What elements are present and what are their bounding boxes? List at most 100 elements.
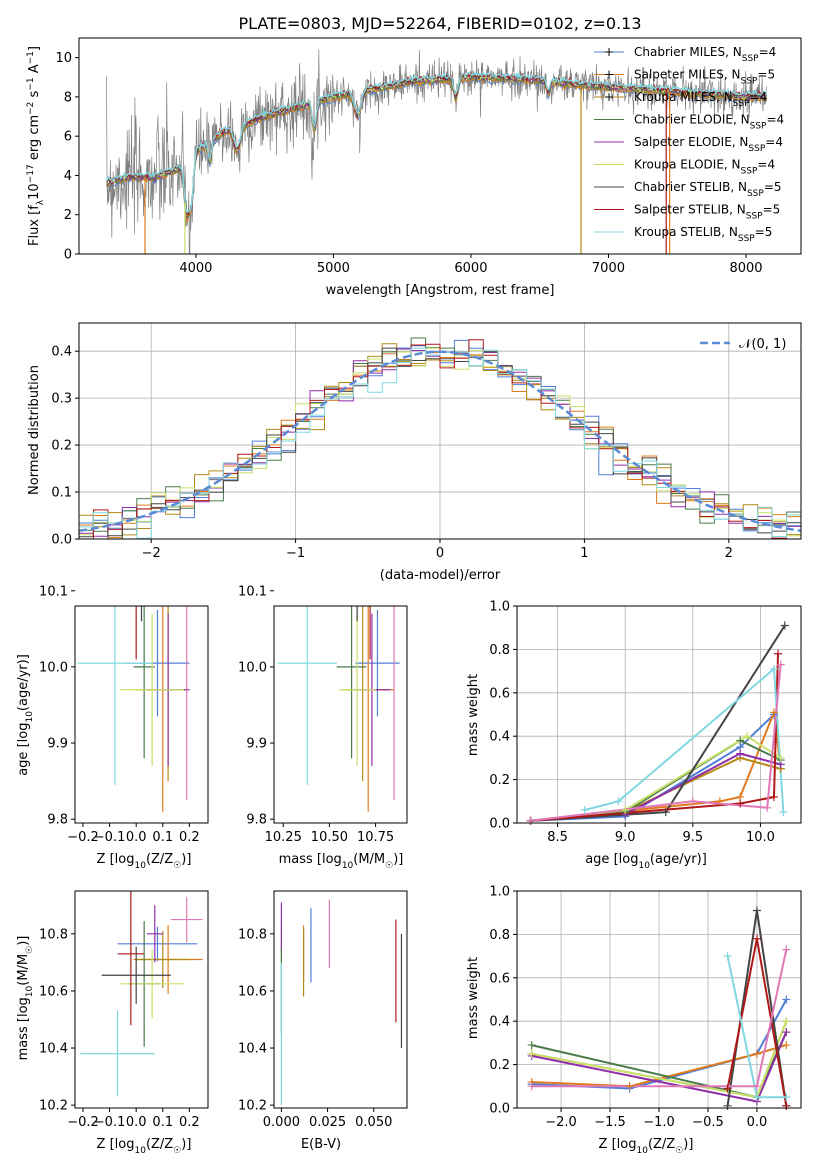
ebv-mass-plot <box>280 899 403 1106</box>
age-weight-ytick-label: 0.2 <box>489 773 510 788</box>
spectrum-ytick-label: 6 <box>64 130 72 145</box>
age-weight-series-9 <box>530 664 782 822</box>
residuals-xtick-label: 2 <box>725 546 733 561</box>
z-weight-marker <box>527 1082 536 1091</box>
z-age-xtick-label: −0.1 <box>94 830 126 845</box>
z-weight-marker <box>782 995 791 1004</box>
z-weight-marker <box>527 1049 536 1058</box>
z-weight-ylabel: mass weight <box>466 957 481 1039</box>
z-age-xlabel: Z [log10(Z/Z☉)] <box>97 852 192 871</box>
z-mass-xtick-label: 0.0 <box>126 1115 147 1130</box>
spectrum-xtick-label: 7000 <box>592 261 625 276</box>
mass-age-frame <box>273 605 408 824</box>
mass-age-xlabel: mass [log10(M/M☉)] <box>279 852 404 871</box>
z-age-xtick-label: 0.0 <box>126 830 147 845</box>
age-weight-series-8 <box>584 666 785 813</box>
z-weight-xtick-label: −1.5 <box>594 1115 626 1130</box>
z-age-ytick-label: 9.9 <box>47 737 68 752</box>
spectrum-frame <box>78 37 802 255</box>
z-weight-marker <box>782 1093 791 1102</box>
spectrum-xtick-label: 6000 <box>454 261 487 276</box>
z-weight-marker <box>723 1101 732 1110</box>
z-weight-marker <box>527 1041 536 1050</box>
age-weight-marker <box>526 816 535 825</box>
spectrum-legend-label: Salpeter ELODIE, NSSP=4 <box>634 135 783 154</box>
z-mass-xtick-label: −0.2 <box>67 1115 99 1130</box>
z-weight-ytick-label: 0.8 <box>489 928 510 943</box>
residuals-normal-curve <box>79 350 801 533</box>
z-weight-marker <box>782 1101 791 1110</box>
age-weight-ytick-label: 0.6 <box>489 686 510 701</box>
z-age-ytick-label: 9.8 <box>47 813 68 828</box>
z-age-plot <box>77 606 190 812</box>
age-weight-marker <box>614 797 623 806</box>
age-weight-series-1 <box>530 711 782 822</box>
z-mass-frame <box>74 890 209 1109</box>
mass-age-axes: 10.25 10.50 10.75 9.8 9.9 10.0 10.1 <box>238 584 408 845</box>
z-age-ytick-label: 10.1 <box>39 584 68 599</box>
z-mass-xtick-label: 0.1 <box>152 1115 173 1130</box>
age-weight-marker <box>769 664 778 673</box>
z-weight-ytick-label: 0.4 <box>489 1015 510 1030</box>
age-weight-frame <box>516 605 802 824</box>
residuals-frame <box>78 322 802 540</box>
z-weight-marker <box>752 934 761 943</box>
z-age-xtick-label: 0.2 <box>179 830 200 845</box>
z-weight-marker <box>625 1082 634 1091</box>
spectrum-legend-marker: + <box>604 45 614 59</box>
age-weight-xtick-label: 10.0 <box>746 830 775 845</box>
spectrum-axes: 4000 5000 6000 7000 8000 0 2 4 6 8 10 <box>55 37 802 276</box>
z-age-frame <box>74 605 209 824</box>
z-age-ylabel: age [log10(age/yr)] <box>16 654 35 776</box>
age-weight-marker <box>736 799 745 808</box>
spectrum-model-line-7 <box>106 70 767 217</box>
age-weight-marker <box>621 805 630 814</box>
spectrum-xtick-label: 4000 <box>179 261 212 276</box>
residuals-legend-label: 𝒩(0, 1) <box>739 337 786 352</box>
age-weight-marker <box>688 797 697 806</box>
age-weight-ytick-label: 0.4 <box>489 730 510 745</box>
age-weight-marker <box>774 649 783 658</box>
age-weight-marker <box>769 792 778 801</box>
age-weight-marker <box>776 753 785 762</box>
ebv-mass-frame <box>273 890 408 1109</box>
z-age-axes: −0.2−0.1 0.0 0.1 0.2 9.8 9.9 10.0 10.1 <box>39 584 209 845</box>
z-age-ytick-label: 10.0 <box>39 660 68 675</box>
spectrum-legend-marker: + <box>604 90 614 104</box>
residuals-xtick-label: −2 <box>142 546 161 561</box>
mass-age-ytick-label: 9.9 <box>246 737 267 752</box>
z-weight-marker <box>782 1041 791 1050</box>
spectrum-legend-label: Chabrier STELIB, NSSP=5 <box>634 180 782 199</box>
ebv-mass-axes: 0.000 0.025 0.050 10.2 10.4 10.6 10.8 <box>238 890 408 1130</box>
spectrum-model-line-8 <box>105 70 768 213</box>
ebv-mass-xlabel: E(B-V) <box>301 1137 341 1152</box>
residuals-ytick-label: 0.1 <box>51 486 72 501</box>
z-weight-xtick-label: −2.0 <box>545 1115 577 1130</box>
age-weight-plot <box>530 624 786 822</box>
spectrum-ytick-label: 8 <box>64 90 72 105</box>
residuals-plot <box>79 337 801 539</box>
residuals-axes: −2 −1 0 1 2 0.0 0.1 0.2 0.3 0.4 𝒩(0, 1) <box>51 322 802 561</box>
z-weight-ytick-label: 1.0 <box>489 885 510 900</box>
age-weight-marker <box>736 736 745 745</box>
age-weight-marker <box>661 808 670 817</box>
spectrum-legend-label: Kroupa ELODIE, NSSP=4 <box>634 158 775 177</box>
z-weight-series-1 <box>531 1044 787 1088</box>
spectrum-plot <box>105 49 768 254</box>
residuals-ytick-label: 0.4 <box>51 345 72 360</box>
mass-age-xtick-label: 10.50 <box>311 830 348 845</box>
z-weight-marker <box>752 1093 761 1102</box>
z-weight-xtick-label: −0.5 <box>692 1115 724 1130</box>
mass-age-ytick-label: 10.1 <box>238 584 267 599</box>
spectrum-xtick-label: 8000 <box>729 261 762 276</box>
z-weight-marker <box>752 1049 761 1058</box>
residuals-ytick-label: 0.3 <box>51 392 72 407</box>
z-mass-xtick-label: 0.2 <box>179 1115 200 1130</box>
age-weight-xlabel: age [log10(age/yr)] <box>585 852 707 871</box>
z-weight-marker <box>782 1028 791 1037</box>
z-weight-marker <box>752 906 761 915</box>
spectrum-xtick-label: 5000 <box>317 261 350 276</box>
z-mass-xtick-label: −0.1 <box>94 1115 126 1130</box>
age-weight-marker <box>779 808 788 817</box>
age-weight-marker <box>715 797 724 806</box>
